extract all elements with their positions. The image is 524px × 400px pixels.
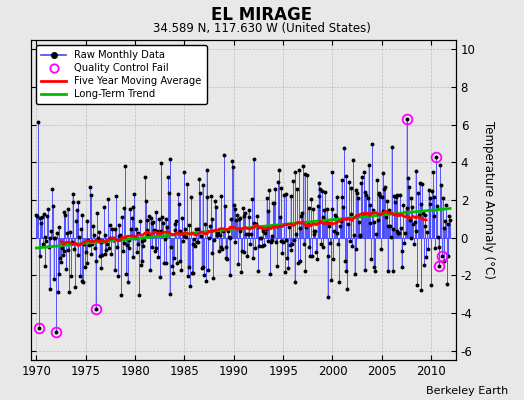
- Y-axis label: Temperature Anomaly (°C): Temperature Anomaly (°C): [482, 121, 495, 279]
- Text: EL MIRAGE: EL MIRAGE: [212, 6, 312, 24]
- Legend: Raw Monthly Data, Quality Control Fail, Five Year Moving Average, Long-Term Tren: Raw Monthly Data, Quality Control Fail, …: [37, 45, 207, 104]
- Text: 34.589 N, 117.630 W (United States): 34.589 N, 117.630 W (United States): [153, 22, 371, 35]
- Text: Berkeley Earth: Berkeley Earth: [426, 386, 508, 396]
